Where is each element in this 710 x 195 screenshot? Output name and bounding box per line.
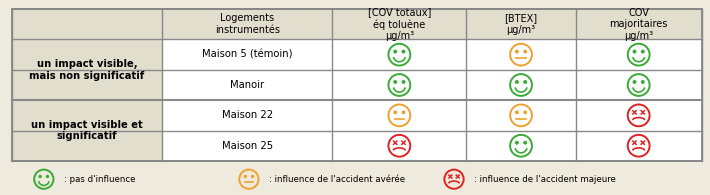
Ellipse shape	[641, 50, 645, 54]
Ellipse shape	[515, 141, 519, 145]
Ellipse shape	[515, 110, 519, 114]
Text: : influence de l'accident avérée: : influence de l'accident avérée	[268, 175, 405, 184]
Text: un impact visible,
mais non significatif: un impact visible, mais non significatif	[29, 59, 145, 81]
Text: Maison 5 (témoin): Maison 5 (témoin)	[202, 50, 293, 60]
Text: Maison 25: Maison 25	[222, 141, 273, 151]
Ellipse shape	[633, 50, 636, 54]
Text: Maison 22: Maison 22	[222, 110, 273, 120]
Ellipse shape	[402, 50, 405, 54]
Ellipse shape	[523, 110, 527, 114]
Ellipse shape	[523, 50, 527, 54]
Ellipse shape	[38, 175, 42, 178]
Text: Logements
instrumentés: Logements instrumentés	[214, 13, 280, 35]
Ellipse shape	[515, 80, 519, 84]
Text: : pas d'influence: : pas d'influence	[64, 175, 135, 184]
Ellipse shape	[523, 80, 527, 84]
Text: Manoir: Manoir	[230, 80, 264, 90]
Ellipse shape	[45, 175, 49, 178]
FancyBboxPatch shape	[12, 9, 701, 161]
Text: COV
majoritaires
µg/m³: COV majoritaires µg/m³	[609, 8, 668, 41]
Text: : influence de l'accident majeure: : influence de l'accident majeure	[474, 175, 616, 184]
Ellipse shape	[523, 141, 527, 145]
Ellipse shape	[244, 175, 247, 178]
Ellipse shape	[641, 80, 645, 84]
Ellipse shape	[402, 80, 405, 84]
FancyBboxPatch shape	[12, 9, 162, 161]
Ellipse shape	[251, 175, 254, 178]
Text: [BTEX]
µg/m³: [BTEX] µg/m³	[505, 13, 537, 35]
Ellipse shape	[633, 80, 636, 84]
FancyBboxPatch shape	[12, 9, 701, 39]
Ellipse shape	[515, 50, 519, 54]
Ellipse shape	[393, 80, 397, 84]
Ellipse shape	[393, 110, 397, 114]
Text: [COV totaux]
éq toluène
µg/m³: [COV totaux] éq toluène µg/m³	[368, 7, 431, 41]
Ellipse shape	[393, 50, 397, 54]
Text: un impact visible et
significatif: un impact visible et significatif	[31, 120, 143, 141]
Ellipse shape	[402, 110, 405, 114]
